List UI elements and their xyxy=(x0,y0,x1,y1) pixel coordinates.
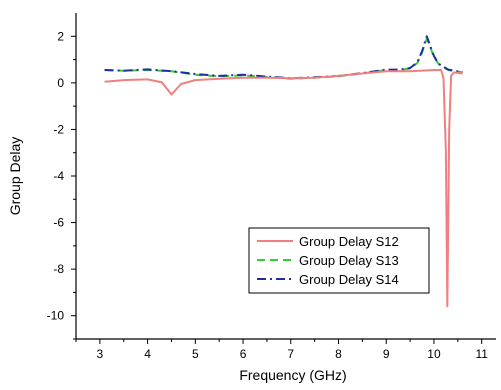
series-line-2 xyxy=(104,37,463,80)
legend-label-3: Group Delay S14 xyxy=(299,272,399,287)
y-tick-label: -4 xyxy=(53,169,64,183)
y-tick-label: -8 xyxy=(53,262,64,276)
x-tick-label: 8 xyxy=(335,347,342,361)
x-tick-label: 10 xyxy=(427,347,441,361)
x-tick-label: 11 xyxy=(475,347,488,361)
series-line-1 xyxy=(104,69,463,308)
x-tick-label: 3 xyxy=(97,347,104,361)
x-tick-label: 6 xyxy=(240,347,247,361)
y-tick-label: 2 xyxy=(57,29,64,43)
x-tick-label: 7 xyxy=(287,347,294,361)
legend-label-2: Group Delay S13 xyxy=(299,253,399,268)
x-tick-label: 5 xyxy=(192,347,199,361)
y-axis-label: Group Delay xyxy=(7,137,23,216)
series-line-3 xyxy=(104,35,463,80)
legend-box xyxy=(248,227,430,294)
x-tick-label: 4 xyxy=(144,347,151,361)
x-tick-label: 9 xyxy=(383,347,390,361)
y-tick-label: -10 xyxy=(47,309,65,323)
y-tick-label: -6 xyxy=(53,216,64,230)
y-tick-label: -2 xyxy=(53,122,64,136)
legend-label-1: Group Delay S12 xyxy=(299,234,399,249)
y-tick-label: 0 xyxy=(57,76,64,90)
x-axis-label: Frequency (GHz) xyxy=(239,367,346,383)
